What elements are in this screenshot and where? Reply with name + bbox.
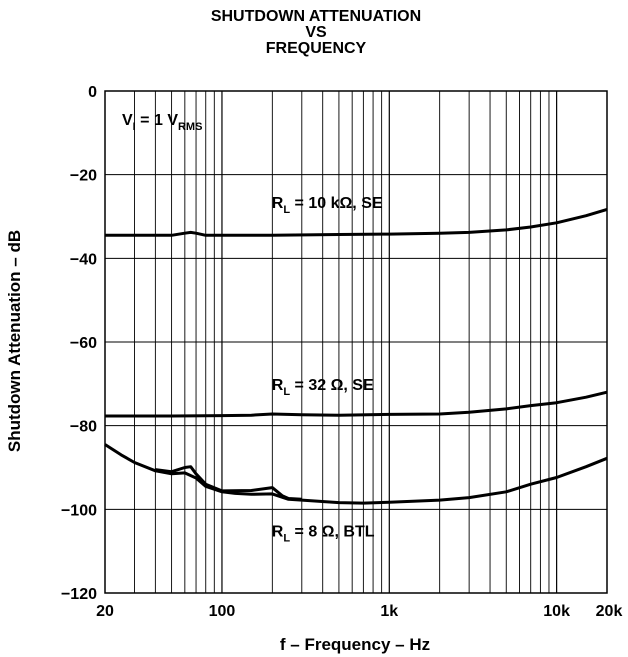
x-axis-label: f – Frequency – Hz (280, 635, 430, 654)
series-label: RL = 10 kΩ, SE (272, 195, 383, 216)
plot-frame (104, 90, 608, 594)
series-group (104, 207, 608, 505)
y-tick-label: −20 (70, 168, 97, 185)
y-tick-labels: 0 −20 −40 −60 −80 −100 −120 (61, 84, 97, 603)
y-tick-label: −60 (70, 335, 97, 352)
series-label: RL = 8 Ω, BTL (272, 524, 375, 545)
x-tick-labels: 20 100 1k 10k 20k (96, 603, 622, 620)
series-line (104, 443, 608, 505)
chart-title-line: VS (305, 24, 327, 41)
chart-title-line: FREQUENCY (266, 40, 367, 57)
major-grid (105, 91, 607, 593)
y-tick-label: 0 (88, 84, 97, 101)
condition-label: VI = 1 VRMS (122, 112, 202, 133)
x-tick-label: 20 (96, 603, 114, 620)
series-label: RL = 32 Ω, SE (272, 377, 374, 398)
y-tick-label: −80 (70, 419, 97, 436)
series-line (105, 207, 608, 237)
series-line (155, 465, 302, 501)
chart-title-line: SHUTDOWN ATTENUATION (211, 8, 421, 25)
x-tick-label: 20k (596, 603, 623, 620)
series-line (105, 390, 608, 418)
y-tick-label: −40 (70, 251, 97, 268)
y-axis-label: Shutdown Attenuation – dB (5, 230, 24, 452)
x-tick-label: 100 (209, 603, 236, 620)
series-labels: VI = 1 VRMS RL = 10 kΩ, SE RL = 32 Ω, SE RL… (122, 112, 383, 545)
y-tick-label: −100 (61, 502, 97, 519)
y-tick-label: −120 (61, 586, 97, 603)
x-tick-label: 10k (543, 603, 570, 620)
x-tick-label: 1k (380, 603, 398, 620)
